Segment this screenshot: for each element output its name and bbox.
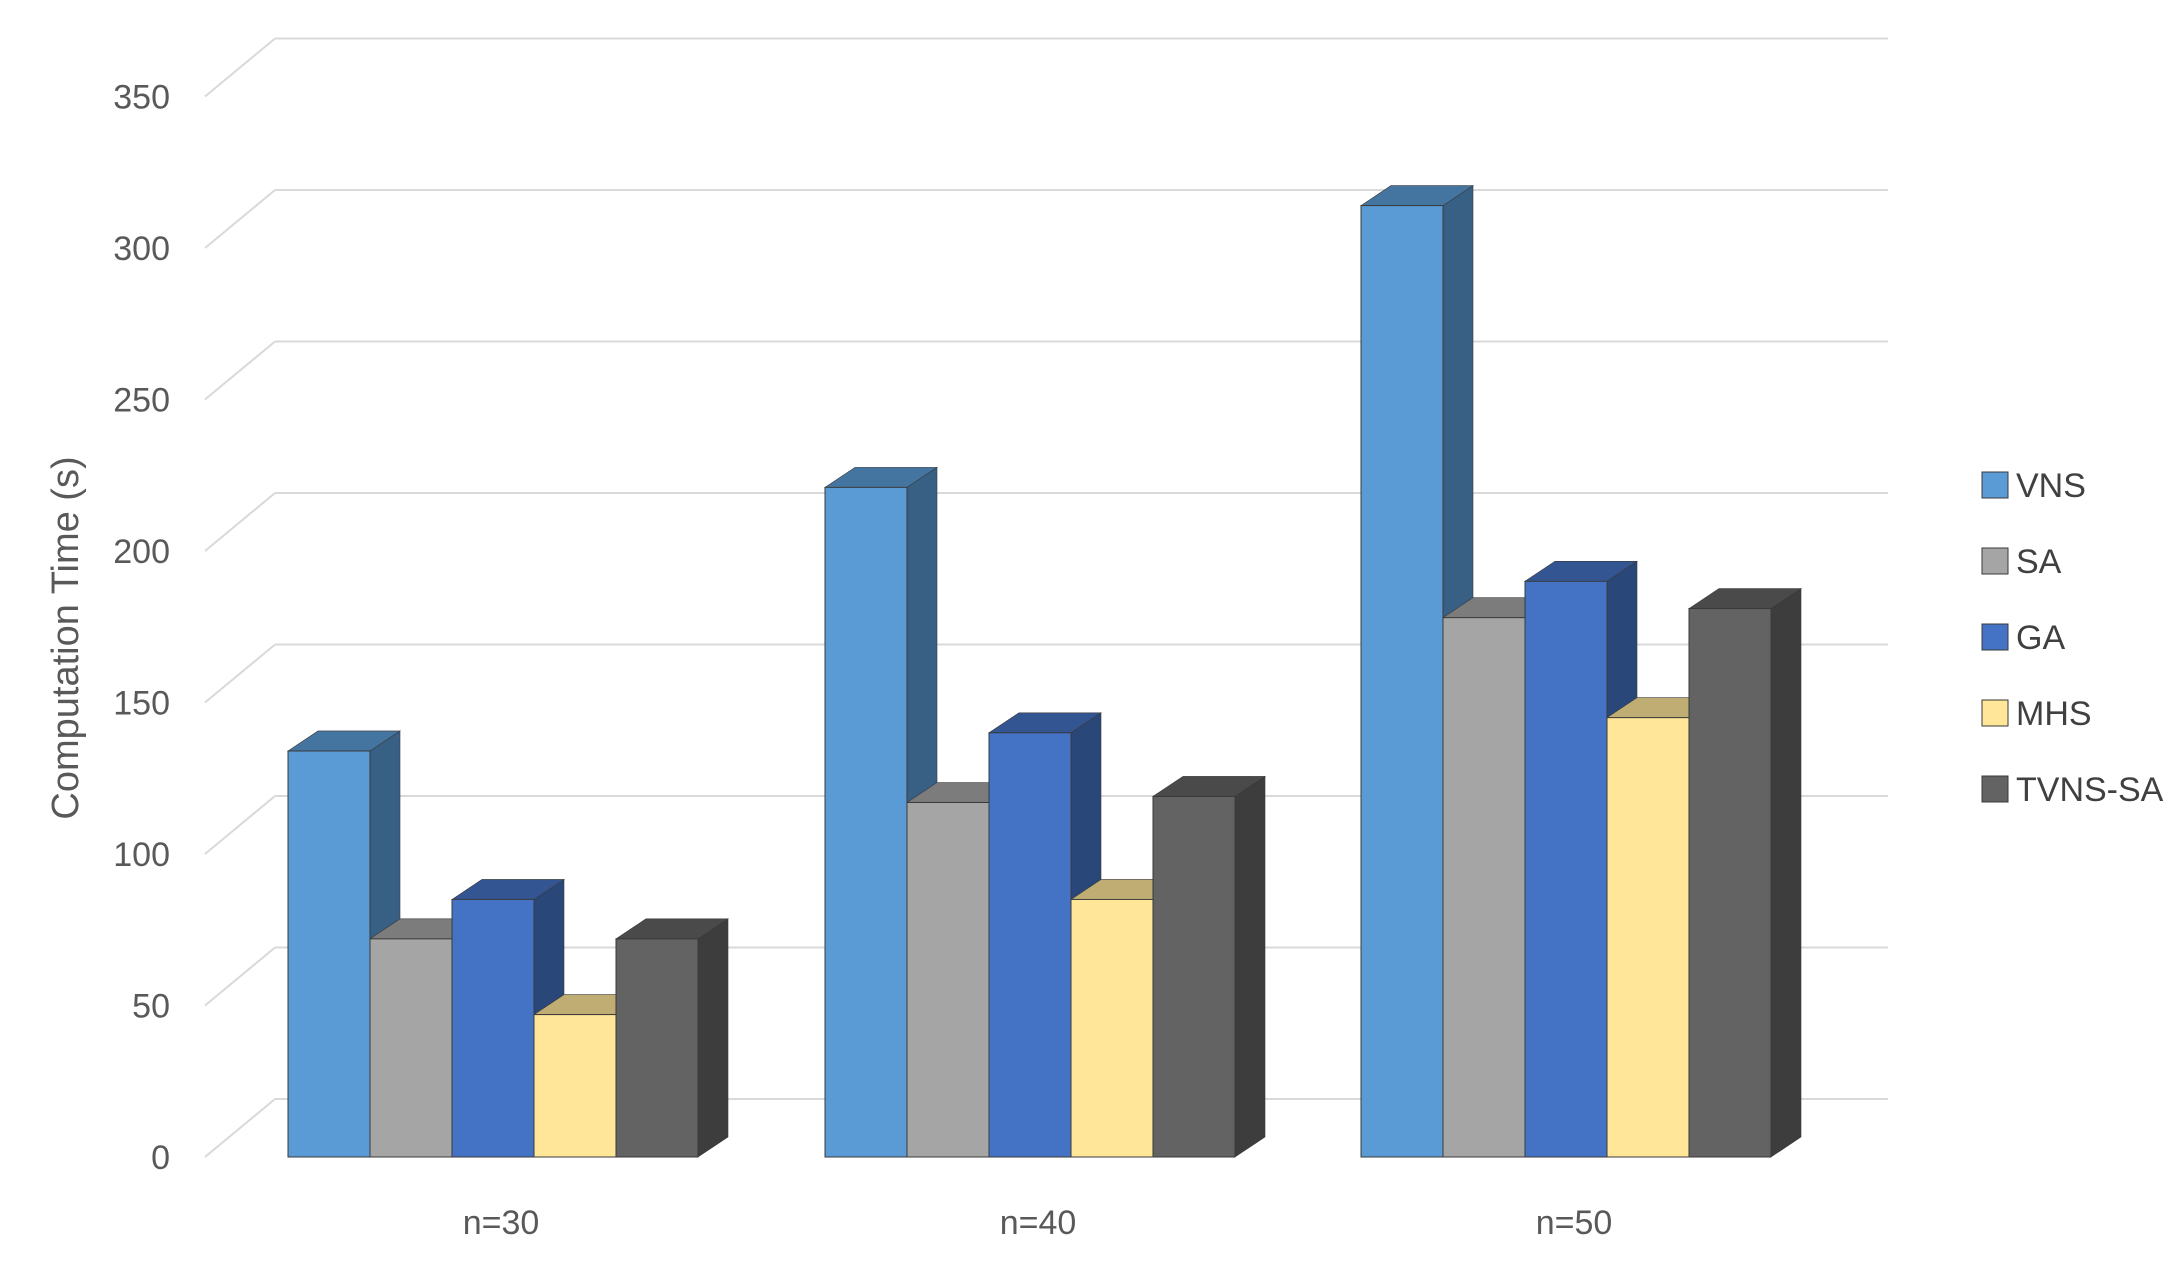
gridline-depth [204,37,276,98]
bar-front [1606,717,1690,1158]
y-tick-label: 300 [113,230,170,268]
legend-swatch [1981,471,2009,499]
y-tick-label: 100 [113,836,170,874]
legend-swatch [1981,547,2009,575]
bar-tvns-sa-n50 [1688,588,1802,1158]
bar-side [697,918,729,1158]
legend-swatch [1981,775,2009,803]
legend-item-mhs: MHS [1981,695,2092,733]
legend-label: SA [2016,543,2062,581]
gridline-depth [204,492,276,552]
bar-front [1152,795,1236,1158]
bar-front [1070,898,1154,1158]
gridline-depth [204,1098,276,1158]
y-tick-label: 50 [132,988,170,1026]
bar-front [1442,617,1526,1158]
x-tick-label: n=30 [463,1204,540,1242]
legend-item-ga: GA [1981,619,2065,657]
gridline-depth [204,189,276,249]
x-tick-label: n=40 [1000,1204,1077,1242]
bar-tvns-sa-n40 [1152,775,1266,1158]
gridline-depth [204,795,276,855]
bar-front [615,938,699,1158]
x-axis-ticks: n=30 n=40 n=50 [463,1204,1613,1242]
gridline-depth [204,340,276,401]
bar-front [906,801,990,1158]
bar-front [451,898,535,1158]
bar-front [533,1014,617,1158]
legend-label: MHS [2016,695,2092,733]
gridline-depth [204,643,276,704]
legend-label: TVNS-SA [2016,771,2164,809]
y-tick-label: 200 [113,533,170,571]
legend: VNS SA GA MHS TVNS-SA [1981,467,2164,809]
bar-side [1770,588,1802,1158]
legend-label: VNS [2016,467,2086,505]
bar-front [287,750,371,1158]
y-tick-label: 150 [113,685,170,723]
bar-front [988,732,1072,1158]
legend-item-vns: VNS [1981,467,2086,505]
bar-side [1234,775,1266,1158]
legend-item-tvns-sa: TVNS-SA [1981,771,2164,809]
legend-label: GA [2016,619,2065,657]
bar-front [824,486,908,1158]
bar-front [1688,608,1772,1158]
y-tick-label: 350 [113,79,170,117]
bar-front [1360,205,1444,1158]
bar-tvns-sa-n30 [615,918,729,1158]
bar-front [1524,580,1608,1158]
y-axis-ticks: 0 50 100 150 200 250 300 350 [113,79,170,1178]
y-axis-title: Computation Time (s) [45,456,87,819]
bar-front [369,938,453,1158]
legend-swatch [1981,623,2009,651]
y-tick-label: 0 [151,1139,170,1177]
legend-swatch [1981,699,2009,727]
x-tick-label: n=50 [1536,1204,1613,1242]
bars [287,185,1802,1158]
legend-item-sa: SA [1981,543,2062,581]
y-tick-label: 250 [113,382,170,420]
gridline-depth [204,946,276,1007]
